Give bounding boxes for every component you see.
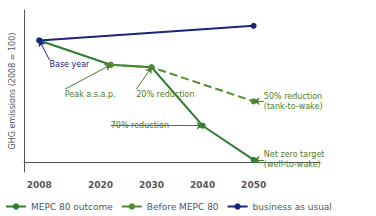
svg-text:GHG emissions (2008 = 100): GHG emissions (2008 = 100)	[8, 33, 17, 150]
svg-text:(tank-to-wake): (tank-to-wake)	[264, 102, 323, 111]
svg-text:Base year: Base year	[50, 60, 91, 69]
svg-text:50% reduction: 50% reduction	[264, 92, 322, 101]
svg-text:2008: 2008	[27, 180, 52, 190]
svg-text:(well-to-wake): (well-to-wake)	[264, 160, 321, 169]
svg-text:70% reduction: 70% reduction	[111, 121, 169, 130]
svg-text:Net zero target: Net zero target	[264, 150, 325, 159]
svg-text:Before MEPC 80: Before MEPC 80	[147, 202, 219, 212]
svg-text:2020: 2020	[88, 180, 113, 190]
svg-text:business as usual: business as usual	[253, 202, 332, 212]
svg-text:2040: 2040	[190, 180, 215, 190]
svg-text:Peak a.s.a.p.: Peak a.s.a.p.	[65, 90, 116, 99]
svg-text:20% reduction: 20% reduction	[136, 90, 194, 99]
svg-text:MEPC 80 outcome: MEPC 80 outcome	[31, 202, 113, 212]
svg-text:2050: 2050	[241, 180, 266, 190]
svg-text:2030: 2030	[139, 180, 164, 190]
